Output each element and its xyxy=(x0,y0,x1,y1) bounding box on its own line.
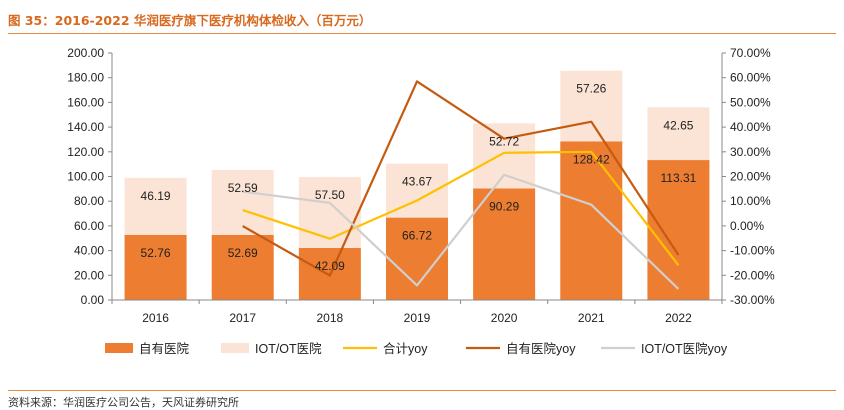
y-left-tick-label: 60.00 xyxy=(74,219,104,233)
y-right-tick-label: 0.00% xyxy=(730,219,764,233)
y-right-tick-label: 40.00% xyxy=(730,120,771,134)
bar-iot-2016 xyxy=(124,177,187,235)
data-label-iot-2022: 42.65 xyxy=(663,118,693,132)
line-total-yoy xyxy=(242,150,680,266)
bar-self-2016 xyxy=(124,234,187,300)
data-label-iot-2018: 57.50 xyxy=(315,188,345,202)
data-label-iot-2021: 57.26 xyxy=(576,82,606,96)
x-tick-label-2018: 2018 xyxy=(317,311,344,325)
legend-label-1: IOT/OT医院 xyxy=(255,342,322,356)
bars-layer xyxy=(124,70,710,300)
data-label-iot-2016: 46.19 xyxy=(141,189,171,203)
y-right-tick-label: 50.00% xyxy=(730,95,771,109)
y-left-tick-label: 200.00 xyxy=(67,46,104,60)
y-right-tick-label: -20.00% xyxy=(730,268,775,282)
x-tick-label-2020: 2020 xyxy=(491,311,518,325)
data-label-iot-2017: 52.59 xyxy=(228,181,258,195)
y-left-tick-label: 20.00 xyxy=(74,268,104,282)
legend-label-3: 自有医院yoy xyxy=(506,342,576,356)
y-right-tick-label: 60.00% xyxy=(730,71,771,85)
y-right-tick-label: 70.00% xyxy=(730,46,771,60)
data-labels-layer: 52.76 46.19 52.69 52.59 42.09 57.50 66.72 43.67… xyxy=(141,82,697,273)
title-rule xyxy=(8,33,836,34)
data-label-self-2022: 113.31 xyxy=(661,171,697,185)
bar-iot-2017 xyxy=(211,169,274,235)
data-label-self-2020: 90.29 xyxy=(489,199,519,213)
legend-label-4: IOT/OT医院yoy xyxy=(641,342,728,356)
legend-swatch-1 xyxy=(221,343,249,353)
bar-self-2020 xyxy=(473,188,536,300)
y-right-tick-label: -30.00% xyxy=(730,293,775,307)
bar-self-2021 xyxy=(560,141,623,300)
data-label-self-2021: 128.42 xyxy=(573,152,610,166)
bar-self-2017 xyxy=(211,234,274,300)
y-right-tick-label: 30.00% xyxy=(730,145,771,159)
y-left-tick-label: 40.00 xyxy=(74,244,104,258)
axes-layer: 0.00 20.00 40.00 60.00 80.00 100.00 120.00 140.… xyxy=(67,46,775,325)
legend-label-2: 合计yoy xyxy=(383,341,428,356)
x-tick-label-2016: 2016 xyxy=(142,311,169,325)
source-rule xyxy=(8,390,836,391)
legend-label-0: 自有医院 xyxy=(139,342,190,356)
bar-iot-2021 xyxy=(560,70,623,142)
lines-layer xyxy=(242,80,680,290)
y-left-tick-label: 80.00 xyxy=(74,194,104,208)
bar-iot-2018 xyxy=(298,177,361,249)
data-label-iot-2019: 43.67 xyxy=(402,175,432,189)
data-label-self-2018: 42.09 xyxy=(315,259,345,273)
bar-iot-2022 xyxy=(647,107,710,161)
data-label-self-2019: 66.72 xyxy=(402,229,432,243)
chart-title: 图 35：2016-2022 华润医疗旗下医疗机构体检收入（百万元） xyxy=(8,13,372,28)
bar-iot-2020 xyxy=(473,123,536,189)
y-left-tick-label: 160.00 xyxy=(67,95,104,109)
legend-swatch-0 xyxy=(105,343,133,353)
source-note: 资料来源：华润医疗公司公告，天风证券研究所 xyxy=(8,396,239,409)
x-tick-label-2021: 2021 xyxy=(578,311,605,325)
y-right-tick-label: 10.00% xyxy=(730,194,771,208)
data-label-self-2016: 52.76 xyxy=(141,246,171,260)
y-right-tick-label: 20.00% xyxy=(730,170,771,184)
bar-self-2022 xyxy=(647,160,710,300)
x-tick-label-2019: 2019 xyxy=(404,311,431,325)
line-self-yoy xyxy=(242,80,680,277)
data-label-self-2017: 52.69 xyxy=(228,246,258,260)
x-tick-label-2017: 2017 xyxy=(229,311,256,325)
y-left-tick-label: 140.00 xyxy=(67,120,104,134)
chart: 52.76 46.19 52.69 52.59 42.09 57.50 66.72 43.67… xyxy=(67,46,775,356)
y-left-tick-label: 100.00 xyxy=(67,170,104,184)
y-left-tick-label: 0.00 xyxy=(81,293,105,307)
y-right-tick-label: -10.00% xyxy=(730,244,775,258)
line-iot-yoy xyxy=(242,173,680,290)
y-left-tick-label: 180.00 xyxy=(67,71,104,85)
x-tick-label-2022: 2022 xyxy=(665,311,692,325)
legend: 自有医院 IOT/OT医院 合计yoy 自有医院yoy IOT/OT医院yoy xyxy=(105,341,728,356)
y-left-tick-label: 120.00 xyxy=(67,145,104,159)
data-label-iot-2020: 52.72 xyxy=(489,134,519,148)
